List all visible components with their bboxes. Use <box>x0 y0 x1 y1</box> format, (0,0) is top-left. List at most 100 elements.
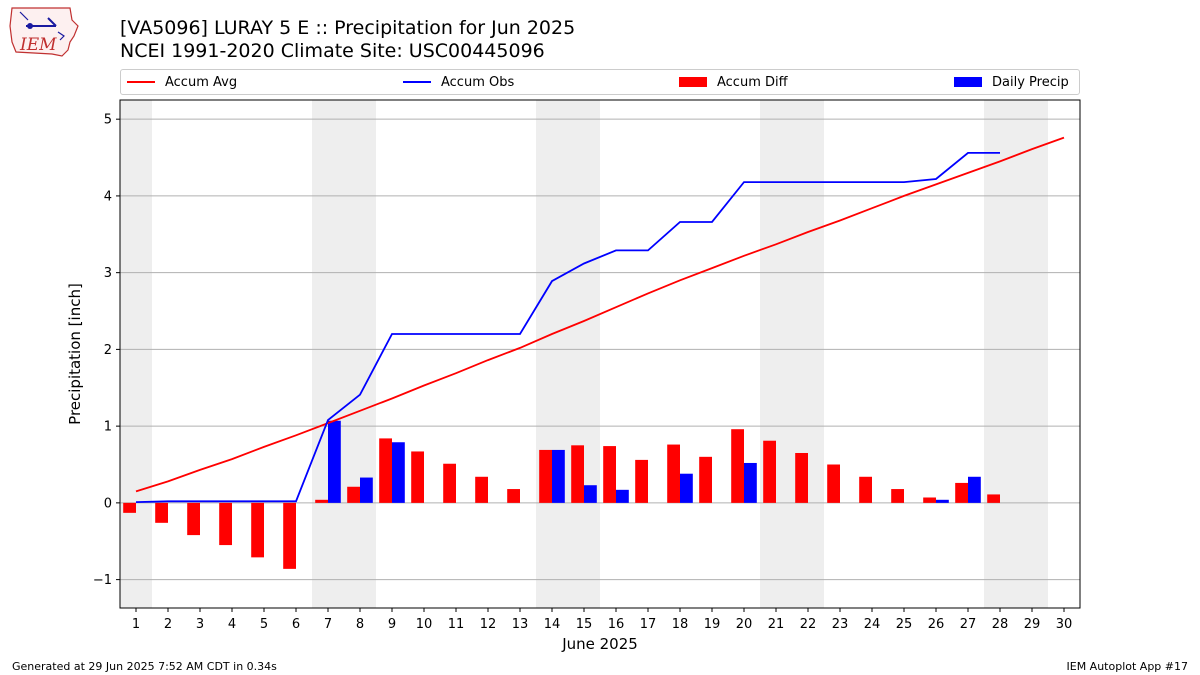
xtick-label-22: 22 <box>800 617 817 632</box>
bar-accum-diff-day-20 <box>731 429 744 503</box>
xtick-label-20: 20 <box>736 617 753 632</box>
y-axis-label: Precipitation [inch] <box>66 283 84 425</box>
ytick-label-6: 5 <box>104 113 112 128</box>
bar-accum-diff-day-12 <box>475 476 488 503</box>
bar-accum-diff-day-23 <box>827 464 840 503</box>
bar-accum-diff-day-14 <box>539 449 552 503</box>
bar-accum-diff-day-8 <box>347 486 360 503</box>
bar-daily-precip-day-7 <box>328 420 341 503</box>
bar-daily-precip-day-15 <box>584 485 597 503</box>
bar-daily-precip-day-14 <box>552 449 565 503</box>
bar-accum-diff-day-13 <box>507 489 520 503</box>
xtick-label-23: 23 <box>832 617 849 632</box>
bar-daily-precip-day-20 <box>744 462 757 503</box>
legend-swatch-daily-precip <box>954 77 982 87</box>
ytick-label-4: 3 <box>104 266 112 281</box>
xtick-label-8: 8 <box>356 617 364 632</box>
bar-accum-diff-day-1 <box>123 502 136 513</box>
bar-daily-precip-day-26 <box>936 499 949 503</box>
chart-title: [VA5096] LURAY 5 E :: Precipitation for … <box>120 17 576 39</box>
xtick-label-26: 26 <box>928 617 945 632</box>
weekend-shade-0 <box>120 100 152 608</box>
bar-accum-diff-day-18 <box>667 444 680 503</box>
bar-accum-diff-day-3 <box>187 502 200 536</box>
bar-accum-diff-day-16 <box>603 446 616 503</box>
xtick-label-5: 5 <box>260 617 268 632</box>
xtick-label-16: 16 <box>608 617 625 632</box>
xtick-label-6: 6 <box>292 617 300 632</box>
bar-accum-diff-day-11 <box>443 463 456 503</box>
bar-accum-diff-day-5 <box>251 502 264 558</box>
legend: Accum Avg Accum Obs Accum Diff Daily Pre… <box>120 69 1080 95</box>
bar-accum-diff-day-4 <box>219 502 232 546</box>
xtick-label-14: 14 <box>544 617 561 632</box>
xtick-label-18: 18 <box>672 617 689 632</box>
legend-label-accum-obs: Accum Obs <box>441 74 515 90</box>
bar-accum-diff-day-25 <box>891 489 904 503</box>
footer-generated-text: Generated at 29 Jun 2025 7:52 AM CDT in … <box>12 660 277 673</box>
legend-item-daily-precip: Daily Precip <box>954 73 1069 91</box>
weekend-shade-2 <box>536 100 600 608</box>
ytick-label-2: 1 <box>104 420 112 435</box>
line-accum-avg <box>135 136 1065 493</box>
legend-item-accum-avg: Accum Avg <box>127 73 237 91</box>
ytick-label-0: −1 <box>93 573 112 588</box>
xtick-label-27: 27 <box>960 617 977 632</box>
weekend-shade-3 <box>760 100 824 608</box>
bar-accum-diff-day-21 <box>763 440 776 503</box>
xtick-label-13: 13 <box>512 617 529 632</box>
xtick-label-3: 3 <box>196 617 204 632</box>
xtick-label-2: 2 <box>164 617 172 632</box>
xtick-label-11: 11 <box>448 617 465 632</box>
xtick-label-7: 7 <box>324 617 332 632</box>
bar-accum-diff-day-6 <box>283 502 296 569</box>
bar-accum-diff-day-7 <box>315 499 328 503</box>
ytick-label-1: 0 <box>104 496 112 511</box>
legend-label-accum-diff: Accum Diff <box>717 74 788 90</box>
bar-accum-diff-day-28 <box>987 494 1000 503</box>
bar-daily-precip-day-9 <box>392 442 405 503</box>
plot-frame <box>119 99 1081 609</box>
ytick-label-3: 2 <box>104 343 112 358</box>
legend-swatch-accum-obs <box>403 81 431 83</box>
xtick-label-25: 25 <box>896 617 913 632</box>
xtick-label-9: 9 <box>388 617 396 632</box>
xtick-label-12: 12 <box>480 617 497 632</box>
xtick-label-29: 29 <box>1024 617 1041 632</box>
bar-accum-diff-day-2 <box>155 502 168 523</box>
logo-text: IEM <box>19 35 57 55</box>
bar-daily-precip-day-16 <box>616 489 629 503</box>
footer-app-label: IEM Autoplot App #17 <box>1066 660 1189 673</box>
bar-daily-precip-day-27 <box>968 476 981 503</box>
bar-accum-diff-day-15 <box>571 445 584 503</box>
bar-daily-precip-day-18 <box>680 473 693 503</box>
xtick-label-28: 28 <box>992 617 1009 632</box>
ytick-label-5: 4 <box>104 189 112 204</box>
xtick-label-30: 30 <box>1056 617 1073 632</box>
bar-accum-diff-day-22 <box>795 452 808 503</box>
xtick-label-10: 10 <box>416 617 433 632</box>
xtick-label-4: 4 <box>228 617 236 632</box>
legend-label-accum-avg: Accum Avg <box>165 74 238 90</box>
xtick-label-24: 24 <box>864 617 881 632</box>
xtick-label-15: 15 <box>576 617 593 632</box>
bar-accum-diff-day-10 <box>411 451 424 503</box>
xtick-label-21: 21 <box>768 617 785 632</box>
legend-swatch-accum-avg <box>127 81 155 83</box>
chart-subtitle: NCEI 1991-2020 Climate Site: USC00445096 <box>120 40 545 62</box>
bar-accum-diff-day-17 <box>635 459 648 503</box>
bar-accum-diff-day-26 <box>923 497 936 503</box>
legend-item-accum-obs: Accum Obs <box>403 73 514 91</box>
xtick-label-1: 1 <box>132 617 140 632</box>
bar-accum-diff-day-9 <box>379 438 392 503</box>
iem-logo: IEM <box>8 6 80 58</box>
bar-accum-diff-day-24 <box>859 476 872 503</box>
weekend-shade-1 <box>312 100 376 608</box>
legend-label-daily-precip: Daily Precip <box>992 74 1069 90</box>
xtick-label-19: 19 <box>704 617 721 632</box>
x-axis-label: June 2025 <box>561 635 638 653</box>
xtick-label-17: 17 <box>640 617 657 632</box>
line-accum-obs <box>135 151 1000 503</box>
legend-swatch-accum-diff <box>679 77 707 87</box>
